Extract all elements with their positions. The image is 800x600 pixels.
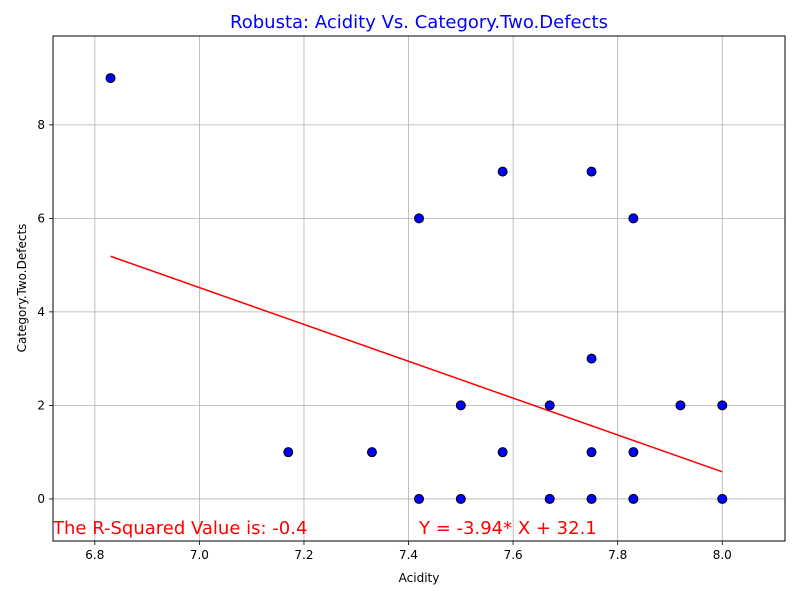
data-point [717,400,728,411]
y-tick-label: 2 [37,398,45,412]
x-axis-label: Acidity [399,571,440,585]
x-tick-label: 7.2 [294,548,313,562]
data-point [497,166,508,177]
data-point [414,493,424,504]
r-squared-annotation: The R-Squared Value is: -0.4 [52,518,307,539]
data-point [628,213,639,224]
data-point [628,447,639,458]
x-tick-label: 7.0 [190,548,209,562]
data-point [366,447,377,458]
y-axis-label: Category.Two.Defects [15,224,29,353]
data-point [717,493,728,504]
data-point [628,493,639,504]
x-axis-ticks: 6.8 7.0 7.2 7.4 7.6 7.8 8.0 [85,541,732,562]
data-point [105,73,116,84]
data-point [497,447,508,458]
data-points [105,73,728,504]
y-axis-ticks: 0 2 4 6 8 [37,118,53,506]
data-point [455,400,466,411]
data-point [586,493,597,504]
x-tick-label: 6.8 [85,548,104,562]
y-tick-label: 0 [37,492,45,506]
data-point [586,447,597,458]
x-tick-label: 7.8 [608,548,627,562]
data-point [283,447,294,458]
y-tick-label: 6 [37,211,45,225]
y-tick-label: 8 [37,118,45,132]
x-tick-label: 7.4 [399,548,418,562]
chart-title: Robusta: Acidity Vs. Category.Two.Defect… [230,12,608,33]
data-point [586,353,597,364]
x-tick-label: 7.6 [504,548,523,562]
regression-line [110,255,723,473]
regression-equation-annotation: Y = -3.94* X + 32.1 [418,518,597,539]
grid-lines [53,36,785,541]
data-point [455,493,466,504]
data-point [675,400,686,411]
y-tick-label: 4 [37,305,45,319]
data-point [414,213,424,224]
data-point [544,400,555,411]
plot-area [52,35,786,542]
data-point [544,493,555,504]
x-tick-label: 8.0 [713,548,732,562]
data-point [586,166,597,177]
